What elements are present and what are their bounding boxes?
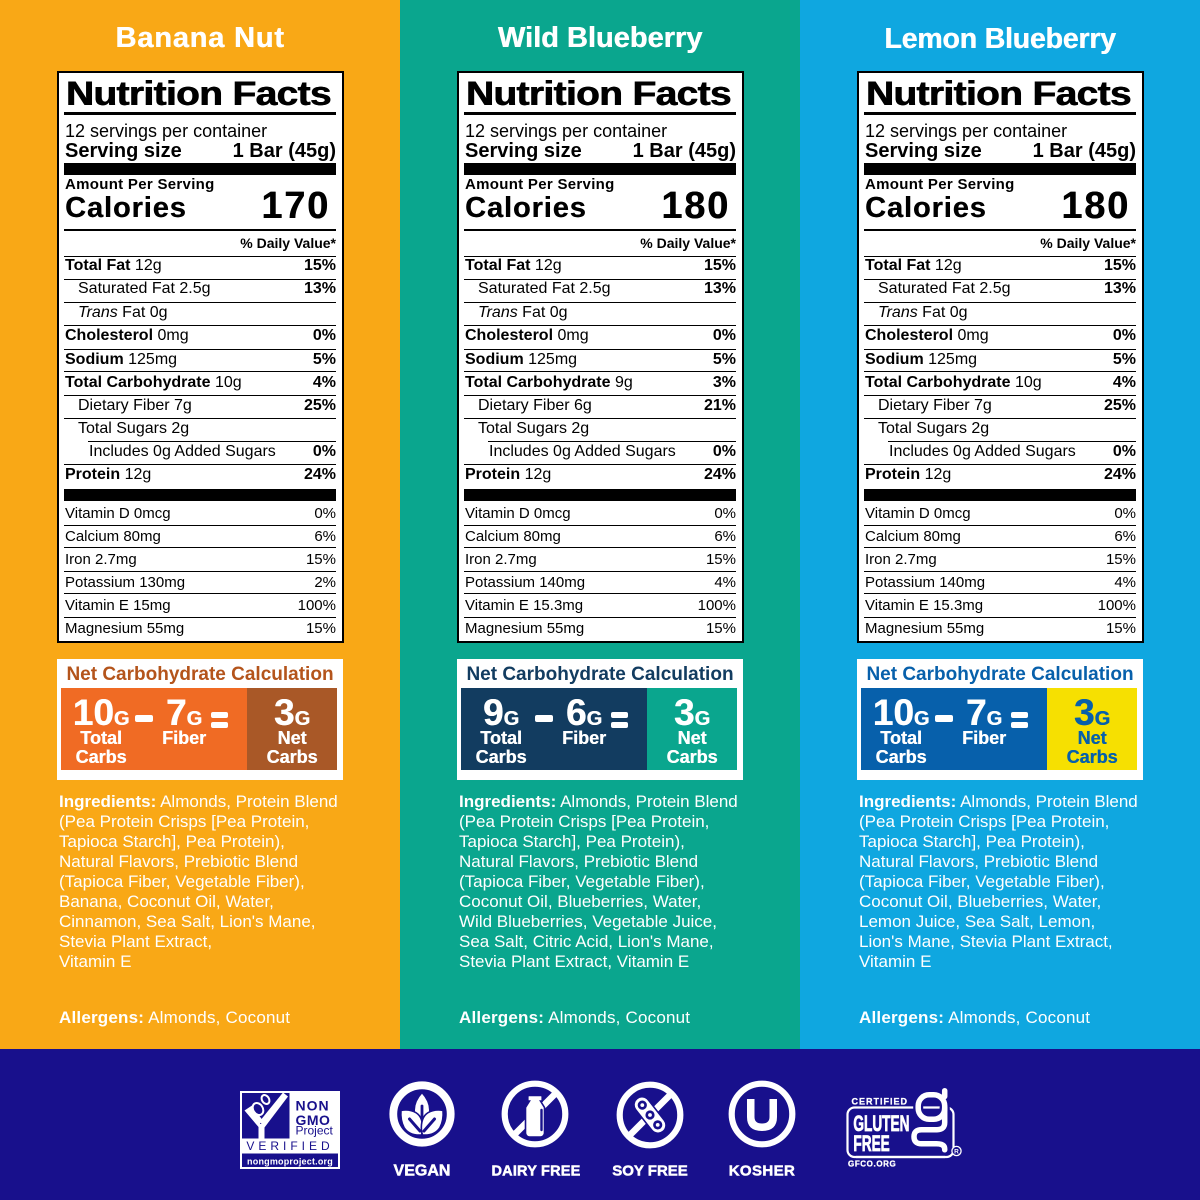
svg-text:GLUTEN: GLUTEN xyxy=(853,1111,909,1136)
svg-text:nongmoproject.org: nongmoproject.org xyxy=(247,1157,333,1167)
svg-text:R: R xyxy=(954,1149,959,1156)
svg-text:GFCO.ORG: GFCO.ORG xyxy=(848,1160,896,1169)
svg-text:GMO: GMO xyxy=(296,1112,331,1128)
svg-text:Project: Project xyxy=(296,1124,334,1138)
svg-text:DAIRY FREE: DAIRY FREE xyxy=(491,1164,580,1180)
svg-text:NON: NON xyxy=(296,1098,330,1114)
svg-text:CERTIFIED: CERTIFIED xyxy=(852,1097,909,1107)
svg-text:FREE: FREE xyxy=(853,1131,889,1156)
svg-text:KOSHER: KOSHER xyxy=(729,1163,796,1180)
svg-text:VERIFIED: VERIFIED xyxy=(246,1139,333,1153)
svg-text:SOY FREE: SOY FREE xyxy=(612,1163,688,1180)
svg-text:VEGAN: VEGAN xyxy=(394,1163,451,1180)
